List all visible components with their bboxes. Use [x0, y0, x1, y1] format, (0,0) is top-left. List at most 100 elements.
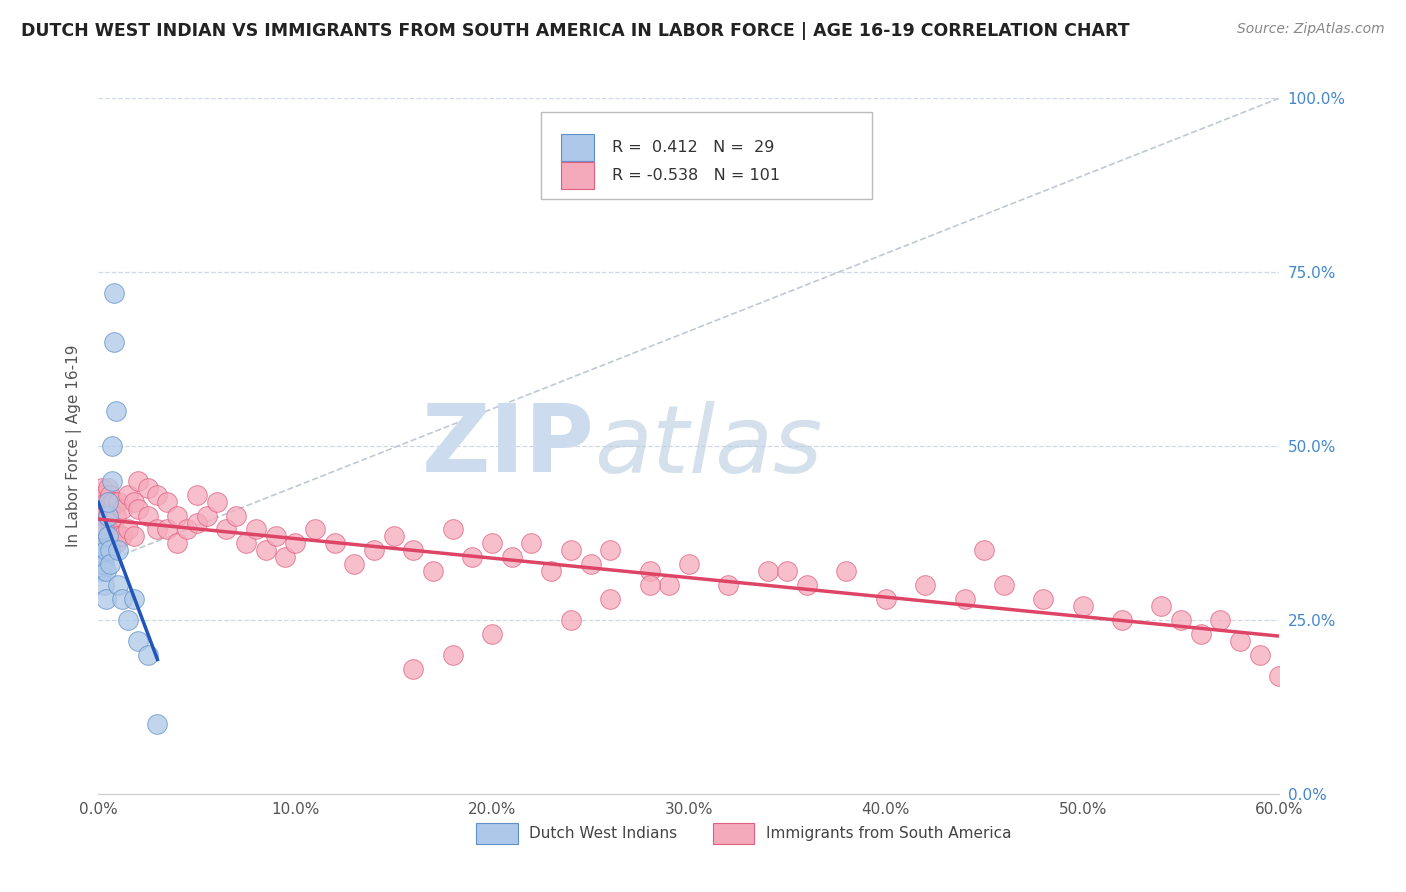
Point	[481, 627, 503, 641]
Point	[96, 592, 118, 607]
Point	[146, 717, 169, 731]
Point	[481, 536, 503, 550]
Point	[97, 494, 120, 508]
Point	[101, 439, 124, 453]
Point	[186, 516, 208, 530]
Y-axis label: In Labor Force | Age 16-19: In Labor Force | Age 16-19	[66, 344, 83, 548]
Text: R = -0.538   N = 101: R = -0.538 N = 101	[612, 168, 780, 183]
Point	[156, 523, 179, 537]
Point	[166, 508, 188, 523]
Point	[93, 508, 115, 523]
Bar	[561, 162, 595, 188]
Bar	[561, 135, 595, 161]
Point	[1229, 633, 1251, 648]
Point	[176, 523, 198, 537]
Point	[195, 508, 218, 523]
Point	[96, 523, 118, 537]
Point	[658, 578, 681, 592]
Point	[122, 529, 145, 543]
Point	[638, 578, 661, 592]
Point	[323, 536, 346, 550]
Point	[914, 578, 936, 592]
Point	[91, 536, 114, 550]
Text: atlas: atlas	[595, 401, 823, 491]
Point	[103, 494, 125, 508]
Point	[1150, 599, 1173, 613]
Point	[93, 550, 115, 565]
Point	[1209, 613, 1232, 627]
Bar	[713, 823, 754, 844]
Point	[973, 543, 995, 558]
Point	[953, 592, 976, 607]
Point	[146, 488, 169, 502]
Point	[105, 508, 128, 523]
Point	[254, 543, 277, 558]
Point	[93, 578, 115, 592]
Point	[560, 613, 582, 627]
Point	[111, 501, 134, 516]
Point	[117, 488, 139, 502]
Point	[599, 543, 621, 558]
Point	[678, 558, 700, 572]
Point	[520, 536, 543, 550]
Point	[579, 558, 602, 572]
Point	[89, 543, 111, 558]
Point	[638, 564, 661, 578]
Point	[284, 536, 307, 550]
Point	[105, 404, 128, 418]
Point	[382, 529, 405, 543]
Point	[136, 648, 159, 662]
Point	[756, 564, 779, 578]
Point	[98, 543, 121, 558]
Point	[97, 529, 120, 543]
Point	[235, 536, 257, 550]
Point	[776, 564, 799, 578]
Point	[363, 543, 385, 558]
Text: R =  0.412   N =  29: R = 0.412 N = 29	[612, 140, 775, 155]
Point	[96, 564, 118, 578]
Point	[441, 648, 464, 662]
Point	[101, 494, 124, 508]
Point	[89, 543, 111, 558]
Point	[101, 523, 124, 537]
Text: Immigrants from South America: Immigrants from South America	[766, 826, 1011, 841]
Point	[402, 662, 425, 676]
Point	[166, 536, 188, 550]
Point	[107, 529, 129, 543]
Text: DUTCH WEST INDIAN VS IMMIGRANTS FROM SOUTH AMERICA IN LABOR FORCE | AGE 16-19 CO: DUTCH WEST INDIAN VS IMMIGRANTS FROM SOU…	[21, 22, 1129, 40]
Point	[91, 523, 114, 537]
Point	[103, 285, 125, 300]
Point	[89, 494, 111, 508]
Point	[111, 592, 134, 607]
Point	[1071, 599, 1094, 613]
Point	[97, 536, 120, 550]
Point	[103, 523, 125, 537]
Point	[402, 543, 425, 558]
Point	[89, 523, 111, 537]
Point	[1032, 592, 1054, 607]
Point	[93, 488, 115, 502]
Point	[717, 578, 740, 592]
Point	[796, 578, 818, 592]
Point	[156, 494, 179, 508]
Point	[91, 558, 114, 572]
Point	[111, 529, 134, 543]
Point	[146, 523, 169, 537]
Point	[225, 508, 247, 523]
Point	[107, 543, 129, 558]
Point	[501, 550, 523, 565]
Point	[343, 558, 366, 572]
Point	[875, 592, 897, 607]
Point	[107, 578, 129, 592]
Point	[117, 613, 139, 627]
Point	[97, 508, 120, 523]
Point	[96, 543, 118, 558]
Point	[105, 536, 128, 550]
Bar	[477, 823, 517, 844]
Point	[599, 592, 621, 607]
FancyBboxPatch shape	[541, 112, 872, 199]
Text: Dutch West Indians: Dutch West Indians	[530, 826, 678, 841]
Point	[93, 536, 115, 550]
Point	[422, 564, 444, 578]
Point	[127, 474, 149, 488]
